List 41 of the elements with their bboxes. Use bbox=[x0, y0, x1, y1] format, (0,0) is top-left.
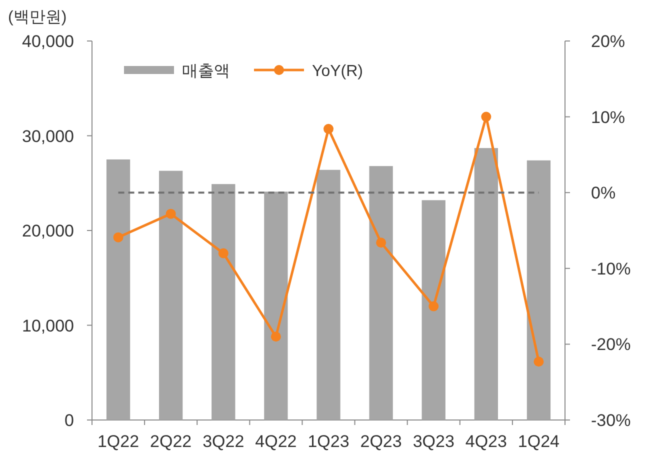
bar bbox=[474, 148, 498, 420]
y2-tick-label: -10% bbox=[591, 259, 631, 278]
point bbox=[113, 232, 124, 242]
point bbox=[376, 238, 386, 248]
y2-tick-label: -30% bbox=[591, 411, 631, 430]
y2-tick-label: 20% bbox=[591, 32, 626, 51]
y-axis-title: (백만원) bbox=[8, 9, 67, 26]
x-tick-label: 2Q23 bbox=[360, 432, 402, 451]
bar bbox=[422, 200, 446, 420]
x-tick-label: 3Q22 bbox=[202, 432, 244, 451]
point bbox=[428, 301, 439, 312]
bar bbox=[526, 160, 551, 420]
y2-tick-label: 0% bbox=[591, 184, 616, 203]
point bbox=[534, 356, 544, 367]
y-tick-label: 10,000 bbox=[22, 316, 74, 336]
legend-label: 매출액 bbox=[182, 63, 230, 80]
y-tick-label: 40,000 bbox=[22, 32, 74, 51]
bar bbox=[212, 184, 236, 420]
x-tick-label: 1Q24 bbox=[518, 432, 560, 451]
bar bbox=[264, 192, 288, 420]
bar bbox=[106, 159, 130, 420]
point bbox=[324, 124, 334, 134]
point bbox=[218, 248, 228, 258]
x-tick-label: 1Q22 bbox=[97, 432, 140, 451]
y2-tick-label: 10% bbox=[591, 108, 626, 127]
y-tick-label: 30,000 bbox=[22, 126, 74, 146]
x-tick-label: 2Q22 bbox=[150, 432, 192, 451]
point bbox=[481, 112, 492, 122]
point bbox=[166, 208, 176, 219]
bar bbox=[316, 170, 340, 420]
point bbox=[270, 332, 281, 342]
x-tick-label: 4Q22 bbox=[255, 432, 297, 451]
x-tick-label: 3Q23 bbox=[412, 432, 454, 451]
x-tick-label: 1Q23 bbox=[308, 432, 350, 451]
bar bbox=[159, 170, 183, 420]
y-tick-label: 20,000 bbox=[22, 222, 74, 240]
bar bbox=[369, 166, 393, 420]
x-tick-label: 4Q23 bbox=[465, 432, 507, 451]
y2-tick-label: -20% bbox=[591, 335, 631, 354]
y-tick-label: 0 bbox=[64, 411, 74, 430]
legend-label: YoY(R) bbox=[312, 63, 363, 80]
